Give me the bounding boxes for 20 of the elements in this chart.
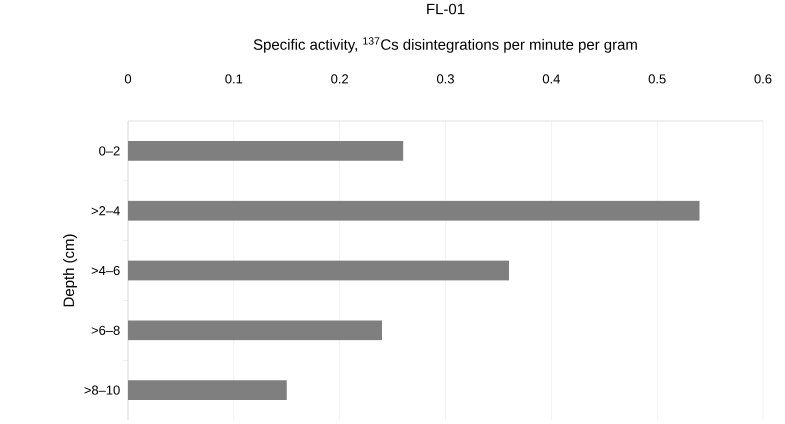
y-tick-label: >2–4 [92,206,120,216]
bar [128,380,287,400]
x-tick-label: 0.4 [542,74,560,84]
y-tick-label: >4–6 [92,266,120,276]
x-tick-label: 0.6 [754,74,772,84]
y-tick-label: 0–2 [99,146,120,156]
bar [128,200,700,221]
bar [128,141,404,161]
chart-title: FL-01 [427,4,464,14]
y-tick-label: >8–10 [84,386,120,395]
bar [128,260,510,280]
x-axis-title: Specific activity, $^{137}$Cs disintegrations per minute per gram [254,37,637,53]
y-axis-title: Depth (cm) [63,234,78,306]
x-tick-label: 0.5 [648,74,666,84]
y-tick-label: >6–8 [92,326,120,335]
x-tick-label: 0.2 [331,74,348,84]
bar [128,320,382,340]
x-tick-label: 0.1 [225,74,242,84]
x-tick-label: 0 [124,74,132,84]
x-tick-label: 0.3 [437,74,454,84]
